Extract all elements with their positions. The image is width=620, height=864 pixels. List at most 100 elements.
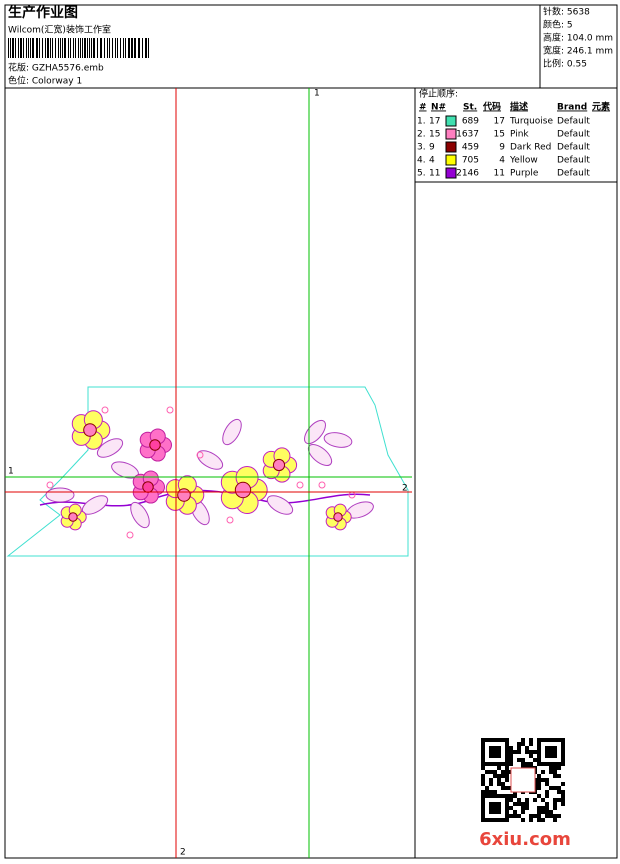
- leaf: [130, 501, 150, 529]
- spiral: [196, 451, 204, 459]
- column-header: Brand: [557, 103, 587, 113]
- qr-module: [485, 786, 489, 790]
- qr-module: [553, 786, 557, 790]
- bar: [134, 38, 136, 58]
- flower-center: [83, 423, 97, 437]
- qr-module: [553, 770, 557, 774]
- qr-module: [489, 782, 493, 786]
- qr-code: [481, 738, 565, 822]
- qr-module: [533, 798, 537, 802]
- qr-module: [541, 778, 545, 782]
- leaf: [304, 419, 326, 445]
- cell: Dark Red: [510, 143, 551, 153]
- qr-module: [549, 750, 553, 754]
- leaf: [266, 495, 294, 515]
- bar: [12, 38, 14, 58]
- qr-module: [497, 746, 501, 750]
- qr-module: [493, 754, 497, 758]
- bar: [145, 38, 147, 58]
- qr-module: [545, 746, 549, 750]
- cell: Pink: [510, 130, 529, 140]
- qr-module: [521, 738, 525, 742]
- qr-module: [549, 762, 553, 766]
- qr-module: [537, 746, 541, 750]
- column-header: St.: [463, 103, 477, 113]
- qr-module: [525, 806, 529, 810]
- bar: [142, 38, 143, 58]
- qr-module: [481, 782, 485, 786]
- qr-module: [557, 798, 561, 802]
- qr-module: [537, 742, 541, 746]
- qr-module: [481, 762, 485, 766]
- cell: 15: [429, 130, 440, 140]
- qr-module: [497, 782, 501, 786]
- qr-module: [489, 754, 493, 758]
- bar: [115, 38, 116, 58]
- spiral: [46, 481, 54, 489]
- qr-module: [517, 758, 521, 762]
- cell: 9: [499, 143, 505, 153]
- qr-module: [533, 814, 537, 818]
- studio: Wilcom(汇宽)装饰工作室: [8, 24, 111, 36]
- guide-label: 2: [402, 484, 408, 494]
- qr-module: [501, 786, 505, 790]
- qr-module: [537, 818, 541, 822]
- flower-center: [68, 512, 78, 522]
- qr-module: [481, 742, 485, 746]
- bar: [100, 38, 102, 58]
- qr-module: [529, 742, 533, 746]
- qr-module: [537, 774, 541, 778]
- qr-module: [557, 774, 561, 778]
- qr-module: [501, 782, 505, 786]
- cell: Purple: [510, 169, 539, 179]
- flower-center: [177, 488, 191, 502]
- bar: [45, 38, 46, 58]
- flower-center: [234, 481, 252, 499]
- bar: [80, 38, 81, 58]
- qr-module: [497, 750, 501, 754]
- qr-module: [505, 774, 509, 778]
- qr-module: [493, 750, 497, 754]
- info-line: 颜色: 5: [543, 19, 573, 31]
- flower-center: [272, 458, 286, 472]
- qr-module: [561, 746, 565, 750]
- bar: [138, 38, 140, 58]
- qr-module: [525, 750, 529, 754]
- bar: [70, 38, 71, 58]
- qr-module: [481, 810, 485, 814]
- qr-module: [505, 750, 509, 754]
- qr-module: [501, 738, 505, 742]
- column-header: #: [419, 103, 427, 113]
- qr-module: [505, 758, 509, 762]
- bar: [10, 38, 11, 58]
- qr-module: [545, 790, 549, 794]
- qr-module: [545, 750, 549, 754]
- qr-module: [537, 754, 541, 758]
- color-swatch: [445, 141, 457, 153]
- qr-module: [541, 818, 545, 822]
- bar: [62, 38, 63, 58]
- qr-module: [549, 814, 553, 818]
- qr-module: [545, 814, 549, 818]
- qr-module: [541, 810, 545, 814]
- qr-module: [489, 770, 493, 774]
- qr-module: [545, 782, 549, 786]
- qr-module: [501, 762, 505, 766]
- qr-module: [541, 762, 545, 766]
- qr-module: [509, 762, 513, 766]
- qr-module: [489, 810, 493, 814]
- column-header: N#: [431, 103, 446, 113]
- bar: [42, 38, 43, 58]
- cell: Yellow: [509, 156, 538, 166]
- cell: 15: [494, 130, 505, 140]
- qr-module: [537, 806, 541, 810]
- qr-module: [549, 810, 553, 814]
- qr-module: [521, 762, 525, 766]
- qr-module: [537, 758, 541, 762]
- column-header: 描述: [510, 101, 528, 113]
- bar: [32, 38, 34, 58]
- qr-module: [509, 794, 513, 798]
- qr-module: [505, 810, 509, 814]
- qr-module: [561, 782, 565, 786]
- qr-logo: [510, 767, 536, 793]
